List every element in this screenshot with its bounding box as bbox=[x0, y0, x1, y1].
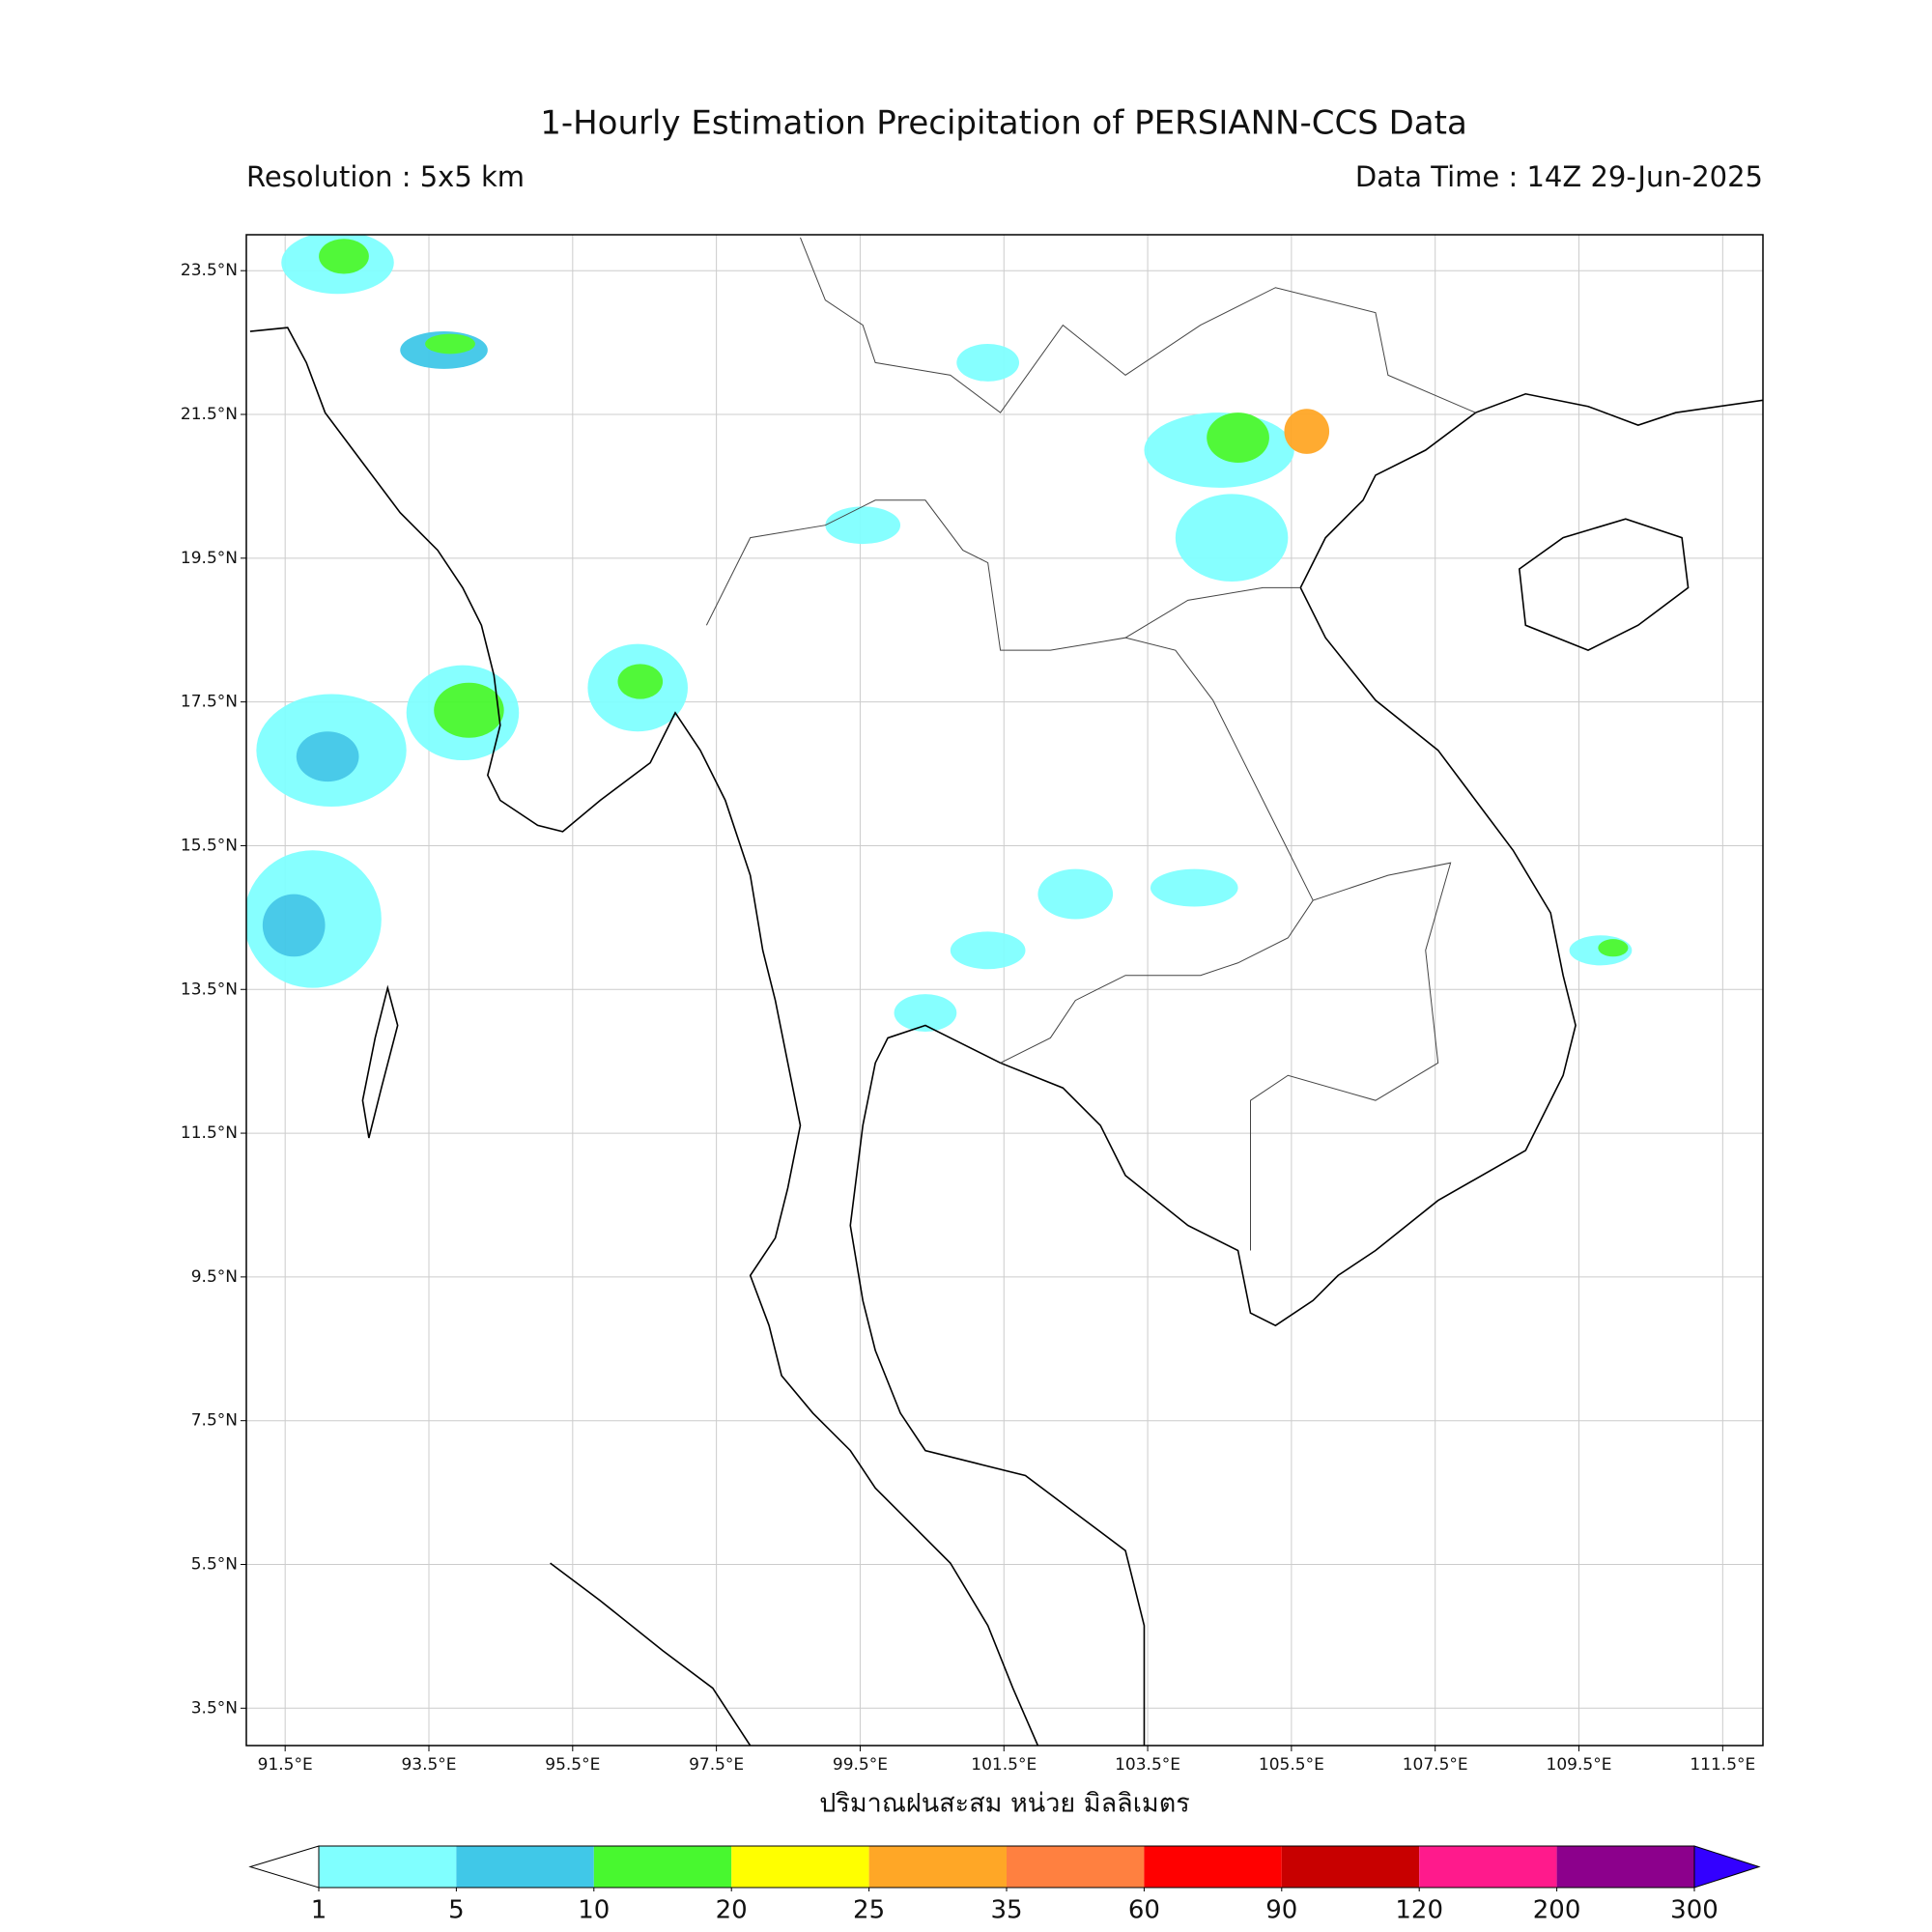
colorbar-segment bbox=[593, 1846, 732, 1888]
y-tick-label: 21.5°N bbox=[181, 405, 238, 424]
x-tick-label: 91.5°E bbox=[258, 1755, 313, 1775]
colorbar-tick-label: 10 bbox=[578, 1896, 610, 1925]
x-tick-label: 93.5°E bbox=[401, 1755, 456, 1775]
colorbar-tick-label: 5 bbox=[448, 1896, 465, 1925]
map-frame bbox=[245, 234, 1764, 1747]
colorbar-tick-label: 20 bbox=[716, 1896, 748, 1925]
colorbar-segment bbox=[456, 1846, 594, 1888]
grid bbox=[246, 235, 1763, 1746]
colorbar-segment bbox=[868, 1846, 1007, 1888]
y-tick-label: 5.5°N bbox=[191, 1554, 238, 1574]
coastline bbox=[250, 327, 1038, 1746]
x-tick-label: 109.5°E bbox=[1547, 1755, 1612, 1775]
colorbar-segment bbox=[319, 1846, 457, 1888]
data-time: Data Time : 14Z 29-Jun-2025 bbox=[1355, 160, 1763, 193]
x-tick-label: 97.5°E bbox=[689, 1755, 744, 1775]
colorbar-tick-label: 35 bbox=[990, 1896, 1022, 1925]
x-axis-label: ปริมาณฝนสะสม หน่วย มิลลิเมตร bbox=[819, 1789, 1190, 1819]
map-shapes bbox=[246, 235, 1763, 1746]
colorbar-segment bbox=[1419, 1846, 1557, 1888]
x-tick-label: 107.5°E bbox=[1403, 1755, 1468, 1775]
colorbar-under bbox=[248, 1845, 320, 1889]
colorbar-segment bbox=[1281, 1846, 1420, 1888]
y-tick-label: 19.5°N bbox=[181, 549, 238, 568]
colorbar: 1 5 10 20 25 35 60 90 120 200 300 bbox=[248, 1845, 1761, 1925]
resolution: Resolution : 5x5 km bbox=[246, 160, 525, 193]
colorbar-tick-label: 1 bbox=[311, 1896, 327, 1925]
y-tick-label: 15.5°N bbox=[181, 836, 238, 855]
y-tick-label: 3.5°N bbox=[191, 1698, 238, 1718]
title: 1-Hourly Estimation Precipitation of PER… bbox=[540, 104, 1467, 143]
colorbar-tick-label: 120 bbox=[1395, 1896, 1443, 1925]
x-tick-label: 99.5°E bbox=[833, 1755, 888, 1775]
colorbar-tick-label: 25 bbox=[853, 1896, 885, 1925]
colorbar-segment bbox=[1144, 1846, 1282, 1888]
map-layer bbox=[246, 235, 1763, 1746]
thailand-border bbox=[706, 500, 1313, 1064]
x-tick-label: 101.5°E bbox=[971, 1755, 1037, 1775]
y-tick-label: 11.5°N bbox=[181, 1123, 238, 1143]
colorbar-tick-label: 300 bbox=[1670, 1896, 1719, 1925]
island bbox=[1520, 519, 1689, 650]
colorbar-segment bbox=[731, 1846, 869, 1888]
coastline bbox=[850, 394, 1763, 1746]
country-border bbox=[800, 238, 1475, 1251]
y-tick-label: 23.5°N bbox=[181, 261, 238, 280]
colorbar-tick-label: 200 bbox=[1533, 1896, 1581, 1925]
colorbar-over bbox=[1693, 1845, 1761, 1889]
x-tick-label: 95.5°E bbox=[545, 1755, 600, 1775]
island bbox=[362, 988, 397, 1138]
y-tick-label: 7.5°N bbox=[191, 1411, 238, 1431]
y-tick-label: 9.5°N bbox=[191, 1267, 238, 1287]
x-tick-label: 103.5°E bbox=[1115, 1755, 1180, 1775]
x-tick-label: 105.5°E bbox=[1259, 1755, 1324, 1775]
colorbar-segment bbox=[1007, 1846, 1145, 1888]
colorbar-tick-label: 90 bbox=[1265, 1896, 1297, 1925]
y-tick-label: 17.5°N bbox=[181, 693, 238, 712]
colorbar-segment bbox=[1556, 1846, 1694, 1888]
x-tick-label: 111.5°E bbox=[1690, 1755, 1755, 1775]
y-tick-label: 13.5°N bbox=[181, 980, 238, 999]
colorbar-tick-label: 60 bbox=[1128, 1896, 1160, 1925]
coastline bbox=[551, 1563, 751, 1746]
rain-areas bbox=[246, 235, 1633, 1032]
